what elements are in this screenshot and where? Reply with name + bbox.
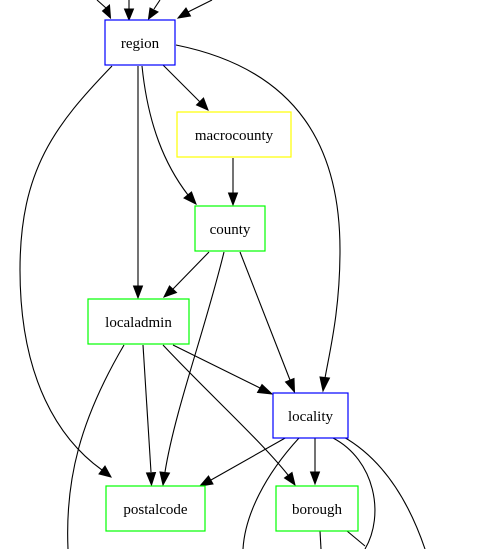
edge-incoming-1 [96, 0, 112, 20]
edge-region-county [141, 65, 197, 206]
edge-locality-offcanvas-1 [242, 437, 300, 549]
node-postalcode-box [105, 485, 206, 532]
node-county-box [194, 205, 266, 252]
node-postalcode-label: postalcode [123, 502, 187, 518]
edge-incoming-2 [123, 0, 135, 22]
node-borough-label: borough [292, 502, 342, 518]
edges [19, 0, 426, 549]
node-borough[interactable]: borough [275, 485, 359, 532]
edge-incoming-4 [176, 0, 213, 19]
edge-locality-postalcode [198, 436, 288, 487]
edge-region-postalcode [19, 65, 113, 478]
edge-region-localadmin [132, 66, 144, 300]
edge-locality-borough [309, 438, 321, 486]
edge-county-localadmin [162, 251, 210, 298]
edge-localadmin-offcanvas [67, 344, 125, 549]
edge-county-locality [239, 251, 296, 394]
node-localadmin-label: localadmin [105, 315, 172, 331]
node-region[interactable]: region [104, 19, 176, 66]
node-macrocounty[interactable]: macrocounty [176, 111, 292, 158]
edge-locality-offcanvas-3 [341, 435, 426, 549]
node-borough-box [275, 485, 359, 532]
nodes: region macrocounty county localadmin loc… [87, 19, 359, 532]
edge-county-postalcode [159, 251, 225, 487]
node-macrocounty-label: macrocounty [195, 128, 274, 144]
node-region-box [104, 19, 176, 66]
node-localadmin-box [87, 298, 190, 345]
edge-borough-offcanvas-2 [346, 530, 366, 547]
node-localadmin[interactable]: localadmin [87, 298, 190, 345]
node-locality-box [272, 392, 349, 439]
node-county-label: county [210, 222, 251, 238]
edge-region-macrocounty [162, 64, 209, 111]
node-locality[interactable]: locality [272, 392, 349, 439]
edge-localadmin-locality [172, 344, 274, 395]
edge-incoming-3 [147, 0, 161, 21]
edge-localadmin-postalcode [142, 344, 157, 487]
edge-locality-offcanvas-2 [332, 437, 376, 549]
node-postalcode[interactable]: postalcode [105, 485, 206, 532]
edge-region-locality [175, 44, 341, 393]
edge-macrocounty-county [227, 158, 239, 207]
node-locality-label: locality [288, 409, 333, 425]
node-county[interactable]: county [194, 205, 266, 252]
edge-borough-offcanvas-1 [319, 530, 322, 549]
node-macrocounty-box [176, 111, 292, 158]
node-region-label: region [121, 36, 160, 52]
edge-localadmin-borough [162, 344, 296, 487]
